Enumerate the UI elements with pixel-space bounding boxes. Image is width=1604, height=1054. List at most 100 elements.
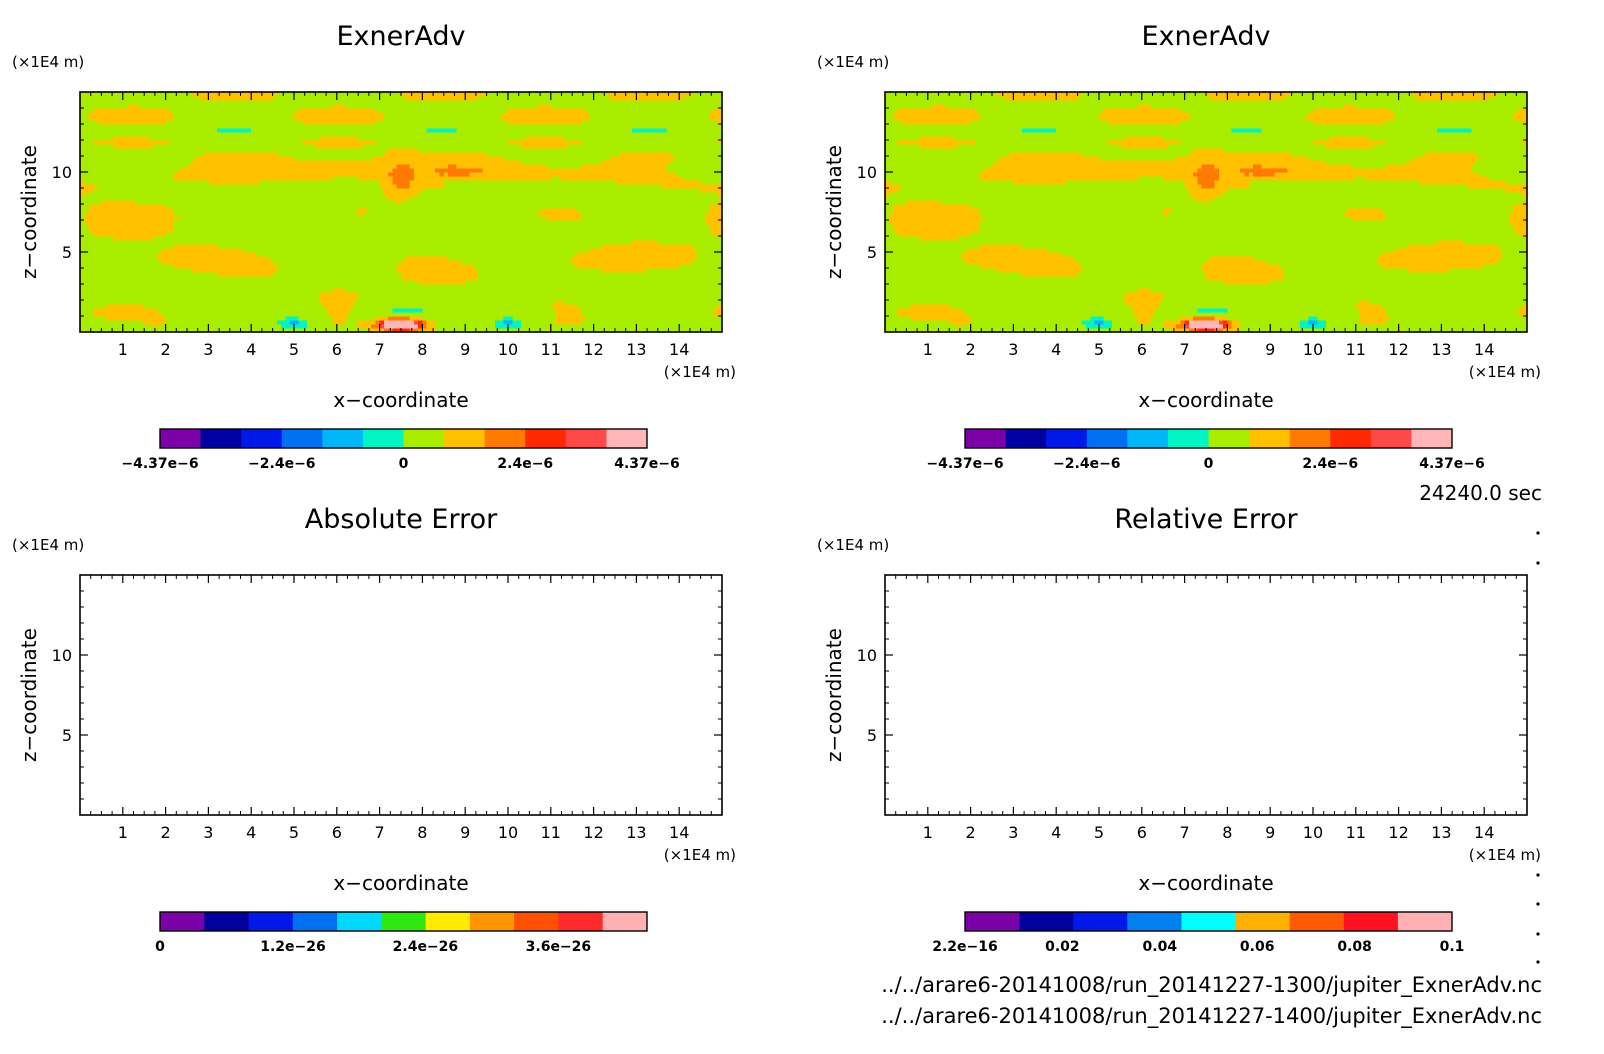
heatmap-cell [1497, 260, 1528, 265]
heatmap-cell [885, 284, 1528, 289]
x-tick-label: 9 [460, 340, 470, 359]
colorbar-swatch [1249, 429, 1291, 448]
heatmap-cell [152, 144, 316, 149]
heatmap-cell [1385, 312, 1520, 317]
x-unit-label: (×1E4 m) [664, 846, 736, 864]
heatmap-cell [897, 232, 972, 237]
heatmap-cell [1223, 324, 1228, 329]
heatmap-cell [383, 324, 419, 329]
heatmap-cell [555, 312, 582, 317]
heatmap-cell [1437, 240, 1464, 245]
heatmap-cell [1518, 108, 1528, 113]
colorbar-frame [964, 428, 1453, 449]
heatmap-cell [537, 212, 582, 217]
x-tick-label: 12 [583, 823, 603, 842]
heatmap-cell [709, 204, 723, 209]
heatmap-cell [388, 196, 411, 201]
heatmap-cell [885, 216, 890, 221]
heatmap-cell [80, 136, 115, 141]
heatmap-cell [465, 280, 723, 285]
heatmap-cell [319, 296, 359, 301]
heatmap-cell [1188, 320, 1220, 325]
heatmap-cell [1411, 92, 1498, 97]
heatmap-cell [1214, 196, 1528, 201]
heatmap-cell [165, 120, 304, 125]
heatmap-cell [80, 152, 205, 157]
heatmap-cell [885, 188, 899, 193]
heatmap-cell [80, 124, 723, 129]
heatmap-cell [970, 204, 1515, 209]
x-tick-label: 4 [246, 340, 256, 359]
heatmap-cell [1176, 156, 1310, 161]
heatmap-cell [276, 264, 398, 269]
heatmap-cell [169, 140, 304, 145]
heatmap-cell [1390, 316, 1528, 321]
heatmap-cell [713, 308, 723, 313]
heatmap-cell [1304, 116, 1395, 121]
x-tick-label: 14 [1474, 823, 1494, 842]
x-axis-label: x−coordinate [333, 871, 468, 895]
heatmap-cell [1308, 112, 1395, 117]
heatmap-cell [1103, 316, 1139, 321]
heatmap-cell [885, 260, 967, 265]
heatmap-cell [885, 220, 890, 225]
heatmap-cell [1278, 264, 1383, 269]
heatmap-cell [1158, 300, 1361, 305]
heatmap-cell [996, 92, 1083, 97]
y-axis: 5 10 [857, 590, 1527, 800]
heatmap-cell [1223, 320, 1228, 325]
heatmap-cell [332, 316, 346, 321]
heatmap-cell [555, 316, 586, 321]
y-axis-label: z−coordinate [17, 628, 41, 762]
heatmap-cell [1372, 144, 1528, 149]
colorbar-swatch [403, 429, 445, 448]
y-tick-label: 10 [52, 163, 72, 182]
colorbar-swatch [965, 429, 1007, 448]
heatmap-cell [80, 148, 389, 153]
heatmap-cell [1158, 304, 1357, 309]
heatmap-cell [979, 220, 1511, 225]
heatmap-cell [1407, 244, 1498, 249]
heatmap-cell [1351, 164, 1387, 169]
heatmap-cell [1077, 96, 1211, 101]
heatmap-cell [448, 172, 471, 177]
heatmap-cell [379, 324, 385, 329]
heatmap-cell [1240, 168, 1288, 173]
heatmap-cell [632, 128, 667, 133]
heatmap-cell [1514, 204, 1528, 209]
heatmap-cell [885, 268, 997, 273]
heatmap-cell [1218, 320, 1224, 325]
heatmap-cell [298, 320, 308, 325]
y-unit-label: (×1E4 m) [12, 53, 84, 71]
heatmap-cell [80, 188, 94, 193]
heatmap-cell [683, 176, 723, 181]
heatmap-cell [1437, 128, 1472, 133]
heatmap-cell [418, 328, 436, 333]
heatmap-cell [1501, 248, 1528, 253]
heatmap-cell [379, 184, 398, 189]
heatmap-cell [88, 112, 175, 117]
heatmap-cell [418, 280, 466, 285]
heatmap-cell [478, 96, 612, 101]
heatmap-cell [1231, 324, 1241, 329]
heatmap-cell [388, 148, 419, 153]
heatmap-cell [1021, 244, 1408, 249]
heatmap-cells [885, 92, 1528, 333]
heatmap-cell [1009, 152, 1083, 157]
heatmap-cell [388, 172, 415, 177]
x-tick-label: 2 [161, 340, 171, 359]
heatmap-cell [127, 104, 141, 109]
heatmap-cell [1381, 208, 1515, 213]
heatmap-cell [885, 264, 980, 269]
colorbar-swatch [469, 912, 515, 931]
heatmap-cell [80, 192, 85, 197]
heatmap-cell [889, 220, 980, 225]
heatmap-cell [80, 92, 192, 97]
heatmap-cell [1206, 276, 1284, 281]
heatmap-cell [979, 116, 1100, 121]
heatmap-cell [204, 152, 278, 157]
heatmap-cell [174, 176, 334, 181]
right-margin-dots [1536, 531, 1540, 964]
heatmap-cell [371, 324, 381, 329]
heatmap-cell [1184, 180, 1199, 185]
